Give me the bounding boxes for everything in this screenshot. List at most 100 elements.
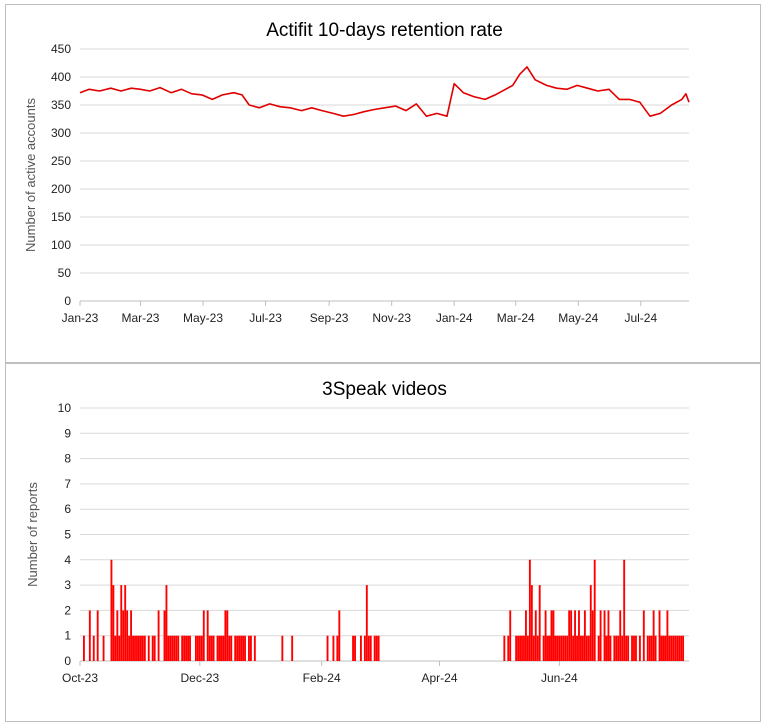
retention-series-line: [79, 66, 690, 117]
x-tick-label: Mar-24: [497, 311, 535, 325]
report-bar: [194, 635, 197, 661]
report-bar: [562, 635, 565, 661]
report-bar: [92, 635, 95, 661]
x-tick-label: Jan-23: [62, 311, 99, 325]
report-bar: [664, 635, 667, 661]
report-bar: [652, 610, 655, 661]
report-bar: [338, 610, 341, 661]
report-bar: [509, 610, 512, 661]
y-tick-label: 250: [51, 154, 71, 168]
report-bar: [218, 635, 221, 661]
report-bar: [521, 635, 523, 661]
report-bar: [623, 559, 626, 661]
report-bar: [621, 635, 624, 661]
report-bar: [619, 610, 622, 661]
report-bar: [88, 610, 91, 661]
x-tick-label: Oct-23: [62, 671, 98, 685]
report-bar: [240, 635, 243, 661]
report-bar: [536, 635, 539, 661]
y-tick-label: 8: [64, 452, 71, 466]
report-bar: [244, 635, 246, 661]
report-bar: [116, 610, 119, 661]
report-bar: [110, 559, 113, 661]
report-bar: [130, 610, 133, 661]
report-bar: [151, 635, 154, 661]
report-bar: [680, 635, 683, 661]
report-bar: [230, 635, 233, 661]
report-bar: [369, 635, 372, 661]
y-tick-label: 0: [64, 654, 71, 668]
report-bar: [141, 635, 144, 661]
y-tick-label: 200: [51, 182, 71, 196]
report-bar: [617, 635, 620, 661]
report-bar: [153, 635, 156, 661]
report-bar: [546, 635, 549, 661]
x-tick-label: Dec-23: [180, 671, 219, 685]
report-bar: [591, 610, 594, 661]
report-bar: [515, 635, 518, 661]
report-bar: [507, 635, 510, 661]
report-bar: [572, 635, 575, 661]
report-bar: [200, 635, 203, 661]
chart-title: 3Speak videos: [322, 379, 447, 400]
chart-title: Actifit 10-days retention rate: [266, 20, 503, 41]
report-bar: [236, 635, 239, 661]
report-bar: [238, 635, 241, 661]
report-bar: [670, 635, 673, 661]
report-bar: [173, 635, 176, 661]
x-tick-label: Sep-23: [310, 311, 349, 325]
y-tick-label: 10: [58, 401, 72, 415]
report-bar: [128, 635, 131, 661]
y-tick-label: 50: [58, 266, 72, 280]
report-bar: [607, 610, 610, 661]
y-tick-label: 100: [51, 238, 71, 252]
report-bar: [660, 635, 663, 661]
report-bar: [525, 610, 527, 661]
report-bar: [171, 635, 174, 661]
report-bar: [224, 610, 227, 661]
report-bar: [326, 635, 329, 661]
report-bar: [650, 635, 653, 661]
report-bar: [352, 635, 354, 661]
y-tick-label: 350: [51, 98, 71, 112]
reports-bar-chart: 3Speak videos 0 1 2 3 4 5 6 7 8 9 10 Oct-23 Dec-23 Feb…: [25, 379, 689, 685]
x-tick-label: Nov-23: [372, 311, 411, 325]
x-tick-label: Jul-23: [249, 311, 282, 325]
report-bar: [169, 635, 172, 661]
report-bar: [375, 635, 378, 661]
report-bar: [216, 635, 219, 661]
report-bar: [139, 635, 142, 661]
report-bar: [177, 635, 180, 661]
report-bar: [248, 635, 250, 661]
x-tick-label: Jul-24: [624, 311, 657, 325]
report-bar: [538, 585, 541, 661]
report-bar: [682, 635, 685, 661]
reports-chart-panel: 3Speak videos 0 1 2 3 4 5 6 7 8 9 10 Oct-23 Dec-23 Feb…: [5, 363, 761, 722]
report-bar: [208, 635, 211, 661]
report-bar: [281, 635, 284, 661]
y-tick-label: 300: [51, 126, 71, 140]
report-bar: [676, 635, 679, 661]
y-tick-label: 1: [64, 629, 71, 643]
report-bar: [365, 585, 368, 661]
x-tick-label: May-24: [558, 311, 598, 325]
report-bar: [597, 635, 600, 661]
report-bar: [550, 610, 553, 661]
y-tick-label: 4: [64, 553, 71, 567]
report-bar: [359, 635, 362, 661]
x-tick-label: Jan-24: [436, 311, 473, 325]
report-bar: [583, 610, 586, 661]
report-bar: [112, 585, 115, 661]
report-bar: [122, 610, 125, 661]
report-bar: [367, 635, 370, 661]
report-bar: [532, 635, 535, 661]
report-bar: [648, 635, 651, 661]
y-axis-label: Number of active accounts: [23, 98, 38, 252]
report-bar: [519, 635, 521, 661]
report-bar: [554, 635, 557, 661]
y-axis-label: Number of reports: [25, 482, 40, 587]
report-bar: [530, 585, 533, 661]
report-bar: [615, 635, 618, 661]
retention-line-chart: Actifit 10-days retention rate 0 50 100 150 2…: [23, 20, 690, 325]
report-bar: [138, 635, 140, 661]
